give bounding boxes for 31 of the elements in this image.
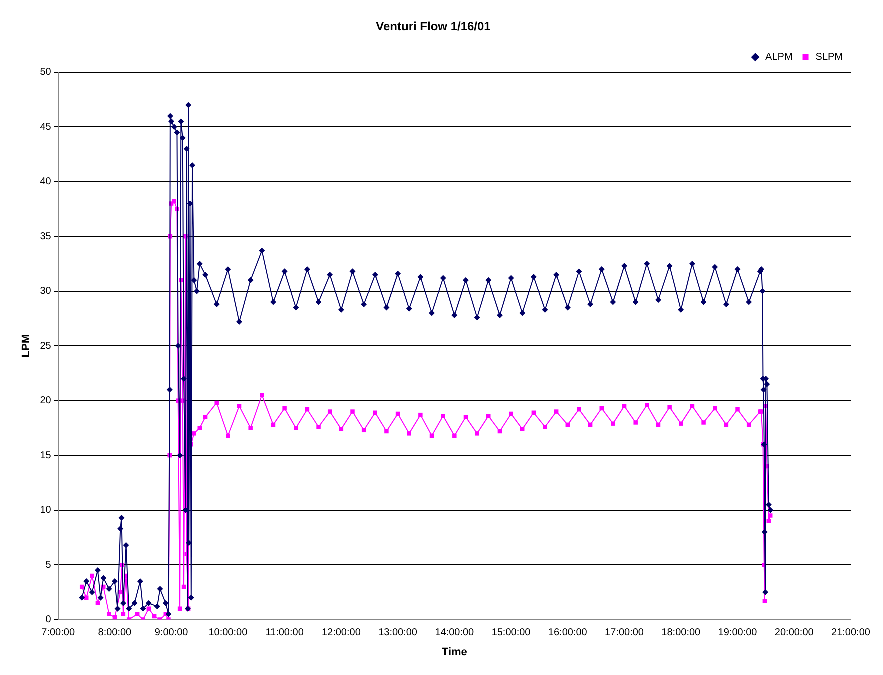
x-tick-label: 8:00:00 [98,628,132,639]
x-tick-label: 21:00:00 [832,628,871,639]
legend-label: SLPM [816,52,844,64]
chart-title: Venturi Flow 1/16/01 [376,20,492,34]
y-tick-label: 40 [40,176,52,188]
y-tick-label: 30 [40,286,52,298]
x-tick-label: 20:00:00 [774,628,814,639]
y-tick-label: 20 [40,396,52,407]
legend-label: ALPM [766,52,793,64]
x-tick-label: 10:00:00 [208,628,248,639]
y-tick-label: 50 [40,67,52,78]
x-tick-label: 19:00:00 [718,628,758,639]
x-tick-label: 9:00:00 [154,628,189,639]
y-axis-title: LPM [20,334,33,358]
y-tick-label: 25 [40,340,52,352]
y-tick-label: 35 [40,231,52,242]
y-tick-label: 15 [40,450,52,462]
x-tick-label: 11:00:00 [266,628,304,639]
x-tick-label: 13:00:00 [378,628,418,639]
y-tick-label: 10 [40,505,52,516]
x-tick-label: 14:00:00 [435,628,475,639]
y-tick-label: 45 [40,122,52,133]
x-tick-label: 16:00:00 [548,628,588,639]
x-axis-title: Time [442,646,468,658]
x-tick-label: 12:00:00 [322,628,362,639]
y-tick-label: 5 [46,560,52,571]
x-tick-label: 7:00:00 [42,628,76,639]
x-tick-label: 15:00:00 [492,628,532,639]
x-tick-label: 18:00:00 [662,628,702,639]
x-tick-label: 17:00:00 [605,628,644,639]
y-tick-label: 0 [46,614,52,626]
